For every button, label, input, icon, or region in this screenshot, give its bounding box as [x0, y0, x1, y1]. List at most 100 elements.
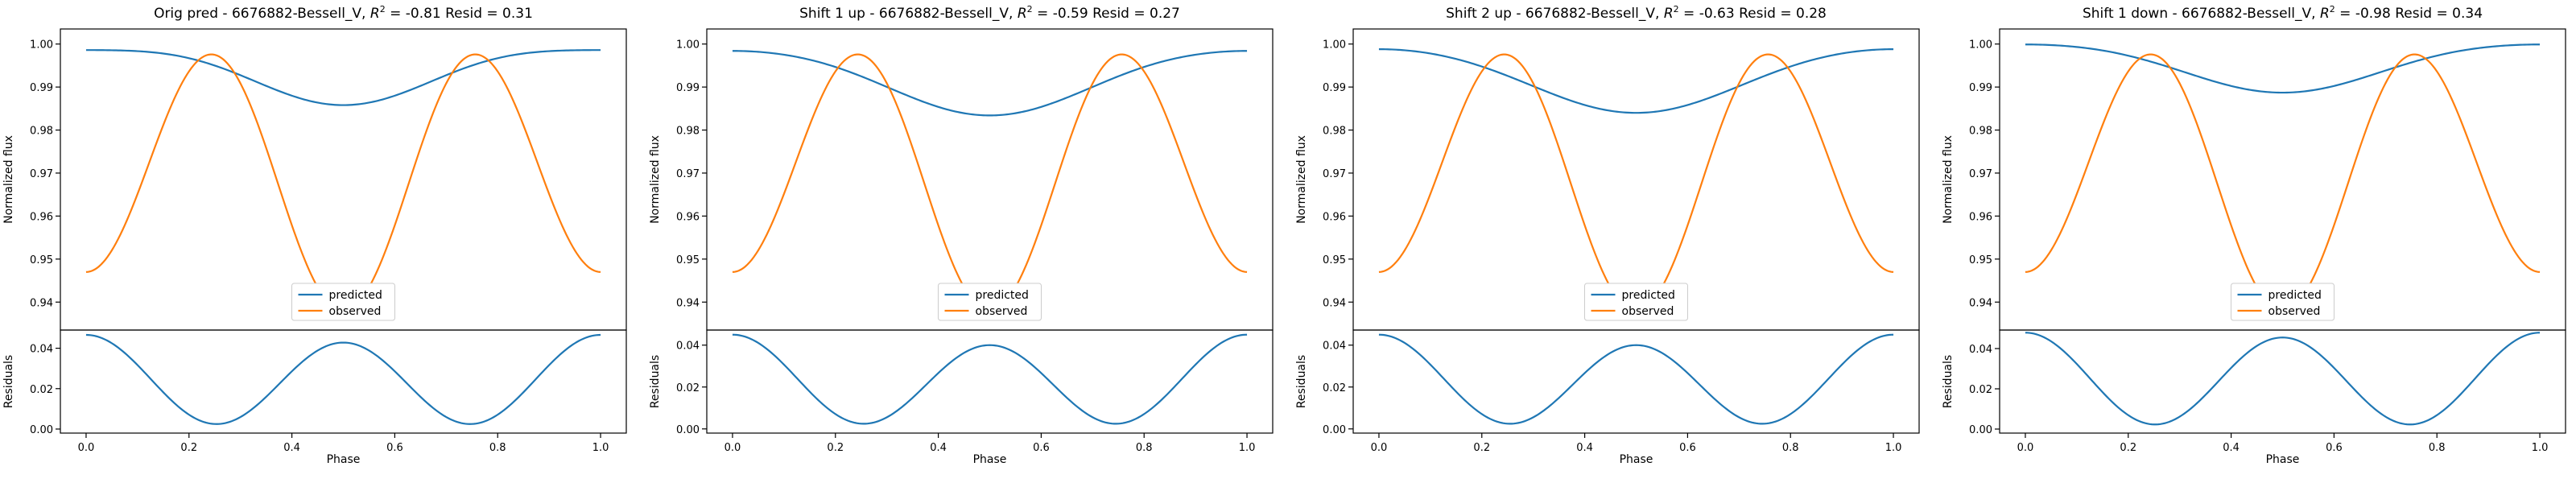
x-tick-label: 0.8 [1782, 442, 1799, 454]
y-tick-label: 1.00 [1969, 39, 1992, 52]
legend-predicted-label: predicted [1622, 289, 1675, 302]
residuals-series-line [85, 333, 601, 425]
resid-y-tick-label: 0.00 [30, 424, 53, 436]
y-tick-label: 0.99 [1969, 82, 1992, 94]
x-axis-label: Phase [1620, 453, 1653, 466]
y-tick-label: 0.94 [676, 297, 700, 309]
legend-predicted-label: predicted [976, 289, 1029, 302]
resid-y-tick-label: 0.04 [676, 341, 700, 353]
y-tick-label: 0.95 [1969, 254, 1992, 266]
y-tick-label: 0.99 [1323, 82, 1346, 94]
x-tick-label: 1.0 [2532, 442, 2549, 454]
chart-panel-3: Shift 2 up - 6676882-Bessell_V, R2 = -0.… [1295, 4, 1920, 466]
legend-observed-label: observed [976, 305, 1028, 318]
residuals-axis-label: Residuals [1295, 355, 1308, 408]
y-axis-label: Normalized flux [649, 135, 662, 224]
chart-panel-1: Orig pred - 6676882-Bessell_V, R2 = -0.8… [2, 4, 627, 466]
y-tick-label: 0.97 [676, 168, 700, 180]
x-tick-label: 0.2 [180, 442, 197, 454]
x-tick-label: 0.6 [1033, 442, 1050, 454]
y-axis-label: Normalized flux [1942, 135, 1955, 224]
x-tick-label: 0.2 [1473, 442, 1490, 454]
legend: predicted observed [1584, 283, 1688, 321]
resid-y-tick-label: 0.02 [676, 382, 700, 394]
y-tick-label: 0.96 [1323, 211, 1346, 223]
x-tick-label: 0.4 [930, 442, 947, 454]
residuals-series-line [1378, 333, 1894, 425]
y-tick-label: 0.98 [676, 126, 700, 138]
legend-observed-label: observed [1622, 305, 1674, 318]
x-tick-label: 0.2 [827, 442, 844, 454]
chart-panel-4: Shift 1 down - 6676882-Bessell_V, R2 = -… [1942, 4, 2566, 466]
y-tick-label: 0.98 [1969, 126, 1992, 138]
legend: predicted observed [291, 283, 395, 321]
y-tick-label: 0.96 [1969, 211, 1992, 223]
legend-predicted-label: predicted [2268, 289, 2322, 302]
y-tick-label: 0.97 [30, 168, 53, 180]
legend-observed-label: observed [329, 305, 382, 318]
x-tick-label: 0.0 [78, 442, 95, 454]
x-tick-label: 0.0 [1371, 442, 1388, 454]
x-tick-label: 0.0 [2017, 442, 2034, 454]
predicted-series-line [732, 50, 1248, 117]
resid-y-tick-label: 0.00 [1969, 424, 1992, 436]
x-tick-label: 0.0 [724, 442, 741, 454]
residuals-axis-label: Residuals [1942, 355, 1955, 408]
residual-axes-frame [1352, 329, 1920, 434]
y-tick-label: 0.95 [30, 254, 53, 266]
legend-observed-label: observed [2268, 305, 2321, 318]
predicted-series-line [85, 49, 601, 106]
legend: predicted observed [2231, 283, 2334, 321]
resid-y-tick-label: 0.02 [1323, 382, 1346, 394]
y-tick-label: 1.00 [30, 39, 53, 52]
observed-series-line [732, 53, 1248, 312]
residual-axes-frame [60, 329, 627, 434]
x-tick-label: 1.0 [1239, 442, 1256, 454]
x-axis-label: Phase [2266, 453, 2300, 466]
residuals-series-line [732, 333, 1248, 425]
residuals-series-line [2025, 332, 2541, 426]
y-axis-label: Normalized flux [2, 135, 15, 224]
x-tick-label: 1.0 [592, 442, 609, 454]
resid-y-tick-label: 0.04 [1969, 344, 1992, 356]
y-tick-label: 1.00 [676, 39, 700, 52]
legend-predicted-label: predicted [329, 289, 382, 302]
predicted-series-line [2025, 43, 2541, 94]
y-tick-label: 0.95 [1323, 254, 1346, 266]
resid-y-tick-label: 0.00 [1323, 424, 1346, 436]
chart-title: Orig pred - 6676882-Bessell_V, R2 = -0.8… [154, 4, 533, 22]
x-tick-label: 0.8 [1136, 442, 1153, 454]
x-tick-label: 0.4 [1576, 442, 1593, 454]
resid-y-tick-label: 0.02 [1969, 384, 1992, 396]
y-tick-label: 0.97 [1969, 168, 1992, 180]
y-tick-label: 1.00 [1323, 39, 1346, 52]
x-tick-label: 0.8 [489, 442, 506, 454]
chart-title: Shift 1 up - 6676882-Bessell_V, R2 = -0.… [799, 4, 1180, 22]
x-axis-label: Phase [327, 453, 361, 466]
x-axis-label: Phase [973, 453, 1007, 466]
resid-y-tick-label: 0.04 [1323, 341, 1346, 353]
y-tick-label: 0.98 [30, 126, 53, 138]
predicted-series-line [1378, 48, 1894, 114]
y-tick-label: 0.96 [30, 211, 53, 223]
x-tick-label: 0.6 [386, 442, 403, 454]
y-tick-label: 0.96 [676, 211, 700, 223]
observed-series-line [1378, 53, 1894, 312]
x-tick-label: 1.0 [1885, 442, 1902, 454]
y-tick-label: 0.99 [676, 82, 700, 94]
residuals-axis-label: Residuals [2, 355, 15, 408]
chart-title: Shift 2 up - 6676882-Bessell_V, R2 = -0.… [1446, 4, 1827, 22]
y-tick-label: 0.98 [1323, 126, 1346, 138]
y-tick-label: 0.94 [1323, 297, 1346, 309]
resid-y-tick-label: 0.00 [676, 424, 700, 436]
chart-panel-2: Shift 1 up - 6676882-Bessell_V, R2 = -0.… [649, 4, 1274, 466]
resid-y-tick-label: 0.02 [30, 384, 53, 396]
y-tick-label: 0.99 [30, 82, 53, 94]
resid-y-tick-label: 0.04 [30, 344, 53, 356]
residuals-axis-label: Residuals [649, 355, 662, 408]
y-tick-label: 0.94 [1969, 297, 1992, 309]
residual-axes-frame [706, 329, 1274, 434]
x-tick-label: 0.4 [283, 442, 300, 454]
x-tick-label: 0.2 [2120, 442, 2136, 454]
y-tick-label: 0.95 [676, 254, 700, 266]
